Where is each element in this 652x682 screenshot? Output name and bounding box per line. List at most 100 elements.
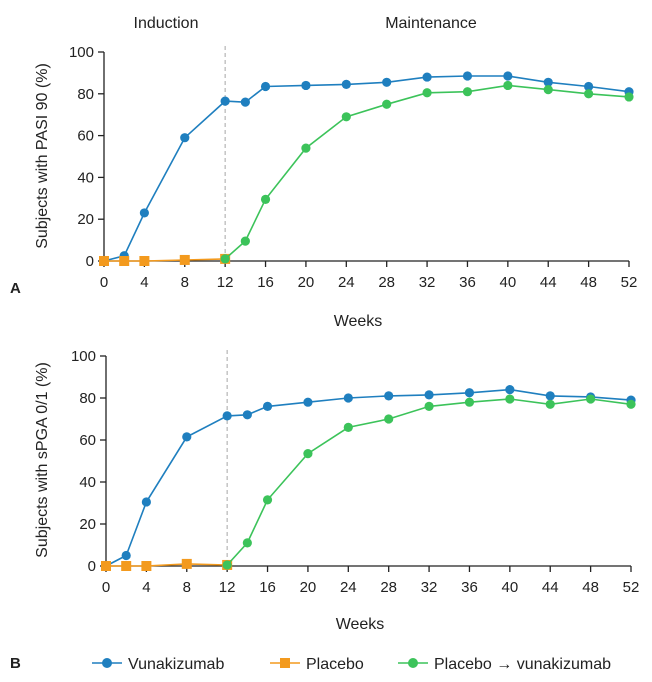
data-point-a-placebo-vunakizumab-w16 <box>260 194 271 204</box>
data-point-a-placebo-vunakizumab-w12 <box>220 254 230 264</box>
y-tick-label-b-0: 0 <box>88 558 96 575</box>
legend-item-placebo-to-vunakizumab: Placebo → vunakizumab <box>398 656 611 673</box>
x-tick-label-a-40: 40 <box>500 274 517 291</box>
data-point-a-placebo-vunakizumab-w36 <box>462 87 473 97</box>
data-point-b-placebo-vunakizumab-w24 <box>343 422 353 432</box>
data-point-b-vunakizumab-w8 <box>182 432 192 442</box>
y-tick-label-a-0: 0 <box>86 253 94 270</box>
data-point-a-placebo-vunakizumab-w48 <box>584 89 594 99</box>
data-point-b-placebo-vunakizumab-w44 <box>545 399 555 409</box>
y-axis-title-a: Subjects with PASI 90 (%) <box>34 63 51 249</box>
y-tick-label-b-60: 60 <box>79 432 96 449</box>
data-point-a-placebo-vunakizumab-w24 <box>341 112 351 122</box>
x-tick-label-a-24: 24 <box>338 274 355 291</box>
data-point-a-vunakizumab-w32 <box>422 72 432 82</box>
legend-label-placebo: Placebo <box>306 656 364 673</box>
x-tick-label-a-48: 48 <box>580 274 597 291</box>
data-point-a-placebo-w0 <box>99 256 109 266</box>
data-point-b-vunakizumab-w28 <box>384 391 394 401</box>
y-tick-label-a-40: 40 <box>77 169 94 186</box>
data-point-a-placebo-vunakizumab-w14 <box>240 236 250 246</box>
x-tick-label-b-44: 44 <box>542 579 559 596</box>
x-tick-label-b-16: 16 <box>259 579 276 596</box>
legend-marker-placebo <box>280 658 290 668</box>
data-point-a-vunakizumab-w40 <box>503 71 513 81</box>
data-point-b-vunakizumab-w16 <box>262 401 273 411</box>
data-point-b-placebo-vunakizumab-w52 <box>626 399 636 409</box>
x-axis-title-a: Weeks <box>334 313 383 330</box>
x-tick-label-a-0: 0 <box>100 274 108 291</box>
y-tick-label-b-20: 20 <box>79 516 96 533</box>
x-tick-label-a-36: 36 <box>459 274 476 291</box>
data-point-a-vunakizumab-w36 <box>462 71 473 81</box>
data-point-b-placebo-vunakizumab-w40 <box>505 394 515 404</box>
series-line-a-vunakizumab <box>103 75 630 262</box>
x-tick-label-b-36: 36 <box>461 579 478 596</box>
x-tick-label-a-8: 8 <box>181 274 189 291</box>
y-tick-label-a-80: 80 <box>77 86 94 103</box>
series-line-b-placebo-vunakizumab <box>226 398 632 566</box>
data-point-a-placebo-vunakizumab-w32 <box>422 88 432 98</box>
data-point-a-placebo-w4 <box>139 256 150 266</box>
data-point-a-vunakizumab-w24 <box>341 79 351 89</box>
data-point-a-vunakizumab-w44 <box>543 77 553 87</box>
data-point-b-vunakizumab-w14 <box>242 410 252 420</box>
chart-panel-a: Induction Maintenance Subjects with PASI… <box>10 15 637 330</box>
x-tick-label-b-0: 0 <box>102 579 110 596</box>
x-tick-label-a-44: 44 <box>540 274 557 291</box>
data-point-a-placebo-w2 <box>119 256 130 266</box>
data-point-b-placebo-vunakizumab-w12 <box>222 560 232 570</box>
data-point-a-placebo-vunakizumab-w52 <box>624 92 634 102</box>
x-tick-label-a-12: 12 <box>217 274 234 291</box>
data-point-b-placebo-vunakizumab-w28 <box>384 414 394 424</box>
data-point-b-vunakizumab-w32 <box>424 390 434 400</box>
x-tick-label-b-20: 20 <box>300 579 317 596</box>
data-point-b-placebo-vunakizumab-w20 <box>303 449 313 459</box>
data-point-a-placebo-vunakizumab-w40 <box>503 80 513 91</box>
data-point-b-placebo-w0 <box>101 561 111 571</box>
x-tick-label-b-52: 52 <box>623 579 640 596</box>
legend-item-vunakizumab: Vunakizumab <box>92 656 224 673</box>
x-tick-label-b-28: 28 <box>380 579 397 596</box>
data-point-a-placebo-vunakizumab-w20 <box>301 143 311 153</box>
legend-item-placebo: Placebo <box>270 656 364 673</box>
x-tick-label-b-8: 8 <box>183 579 191 596</box>
data-point-a-vunakizumab-w28 <box>382 77 392 87</box>
legend-label-vunakizumab: Vunakizumab <box>128 656 224 673</box>
data-point-b-placebo-w4 <box>141 561 152 571</box>
phase-label-induction: Induction <box>134 15 199 32</box>
y-tick-label-b-40: 40 <box>79 474 96 491</box>
x-tick-label-b-4: 4 <box>142 579 150 596</box>
x-tick-label-b-32: 32 <box>421 579 438 596</box>
x-tick-label-a-52: 52 <box>621 274 638 291</box>
chart-panel-b: Subjects with sPGA 0/1 (%) Weeks B 02040… <box>10 348 639 672</box>
x-tick-label-a-4: 4 <box>140 274 148 291</box>
data-point-a-placebo-vunakizumab-w44 <box>543 85 553 95</box>
y-tick-label-b-80: 80 <box>79 390 96 407</box>
phase-label-maintenance: Maintenance <box>385 15 477 32</box>
data-point-a-placebo-vunakizumab-w28 <box>382 99 392 109</box>
data-point-b-placebo-w2 <box>121 561 132 571</box>
data-point-a-vunakizumab-w16 <box>260 81 271 92</box>
data-point-b-vunakizumab-w40 <box>505 385 515 395</box>
x-tick-label-a-20: 20 <box>298 274 315 291</box>
data-point-b-vunakizumab-w24 <box>343 393 353 403</box>
data-point-b-vunakizumab-w12 <box>222 411 232 421</box>
legend-marker-vunakizumab <box>102 658 112 668</box>
x-axis-title-b: Weeks <box>336 616 385 633</box>
x-tick-label-b-48: 48 <box>582 579 599 596</box>
data-point-a-vunakizumab-w8 <box>180 133 190 143</box>
legend-label-placebo-to-vunakizumab: Placebo → vunakizumab <box>434 656 611 673</box>
y-tick-label-a-60: 60 <box>77 128 94 145</box>
data-point-b-vunakizumab-w4 <box>141 497 151 507</box>
data-point-a-placebo-w8 <box>179 254 190 265</box>
legend: Vunakizumab Placebo Placebo → vunakizuma… <box>92 656 611 673</box>
data-point-b-placebo-vunakizumab-w16 <box>262 495 273 505</box>
y-tick-label-a-20: 20 <box>77 211 94 228</box>
series-line-b-vunakizumab <box>105 388 632 567</box>
data-point-a-vunakizumab-w4 <box>139 208 149 218</box>
data-point-b-vunakizumab-w36 <box>464 388 475 398</box>
legend-marker-placebo-to-vunakizumab <box>408 658 418 668</box>
panel-letter-b: B <box>10 655 21 672</box>
